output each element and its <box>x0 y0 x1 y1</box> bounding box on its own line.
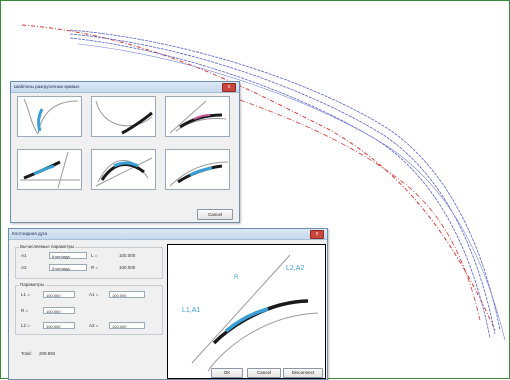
cancel-button[interactable]: Cancel <box>197 209 233 220</box>
route-edge-blue-2 <box>69 33 496 335</box>
l1-input[interactable]: 100.000 <box>43 291 75 298</box>
curve-template-icon <box>20 151 80 189</box>
templates-titlebar: Шаблоны разгрузочных кривых x <box>11 82 239 93</box>
template-thumb-4[interactable] <box>17 149 82 190</box>
templates-title: Шаблоны разгрузочных кривых <box>14 84 80 89</box>
a1-input[interactable]: 100.000 <box>109 291 145 298</box>
total-value: 209.892 <box>39 351 56 356</box>
template-thumb-6[interactable] <box>165 149 230 190</box>
row2-value: 100.000 <box>119 265 136 270</box>
route-edge-blue-4 <box>77 43 506 341</box>
ok-button[interactable]: OK <box>211 368 243 378</box>
close-button[interactable]: x <box>310 230 324 239</box>
disconnect-button[interactable]: Disconnect <box>283 368 323 378</box>
a1-label: A1 = <box>89 292 99 297</box>
params-dialog: Клотоидная дуга x Вычисляемые параметры … <box>8 228 328 380</box>
template-thumb-5[interactable] <box>91 149 156 190</box>
row1-value: 100.000 <box>119 253 136 258</box>
row1-sym: L = <box>91 253 98 258</box>
route-edge-blue-1 <box>69 29 501 331</box>
templates-dialog: Шаблоны разгрузочных кривых x <box>10 81 240 223</box>
preview-panel: R L2,A2 L1,A1 <box>167 244 326 379</box>
r-label: R = <box>21 308 29 313</box>
computed-group <box>15 247 163 279</box>
l2-input[interactable]: 100.000 <box>43 322 75 329</box>
preview-label-l1a1: L1,A1 <box>182 307 201 314</box>
row1-type-select[interactable]: Клотоида <box>49 252 87 259</box>
params-group-title: Параметры <box>19 282 45 287</box>
clothoid-preview <box>191 254 319 372</box>
r-input[interactable]: 100.000 <box>43 307 75 314</box>
a2-label: A2 = <box>89 323 99 328</box>
curve-template-icon <box>95 157 153 187</box>
params-titlebar: Клотоидная дуга x <box>9 229 327 240</box>
total-label: Total: <box>21 351 32 356</box>
curve-template-icon <box>95 100 153 135</box>
row2-type-select[interactable]: Клотоида <box>49 264 87 271</box>
preview-label-r: R <box>234 275 239 281</box>
curve-template-icon <box>169 100 227 134</box>
row2-sym: R = <box>91 265 99 270</box>
l2-label: L2 = <box>21 323 30 328</box>
params-title: Клотоидная дуга <box>12 231 47 236</box>
route-centerline-red-2 <box>239 99 481 321</box>
computed-group-title: Вычисляемые параметры <box>19 244 76 249</box>
a2-input[interactable]: 100.000 <box>109 322 145 329</box>
params-group <box>15 285 163 335</box>
row1-label: A1 <box>21 253 27 258</box>
cancel-button[interactable]: Cancel <box>247 368 281 378</box>
template-thumb-1[interactable] <box>17 96 82 137</box>
curve-template-icon <box>23 98 79 135</box>
l1-label: L1 = <box>21 292 30 297</box>
template-thumb-2[interactable] <box>91 96 156 137</box>
close-button[interactable]: x <box>222 83 236 92</box>
row2-label: A2 <box>21 265 27 270</box>
route-centerline-red <box>21 24 496 331</box>
preview-label-l2a2: L2,A2 <box>286 265 305 272</box>
curve-template-icon <box>169 161 229 187</box>
template-thumb-3[interactable] <box>165 96 230 137</box>
